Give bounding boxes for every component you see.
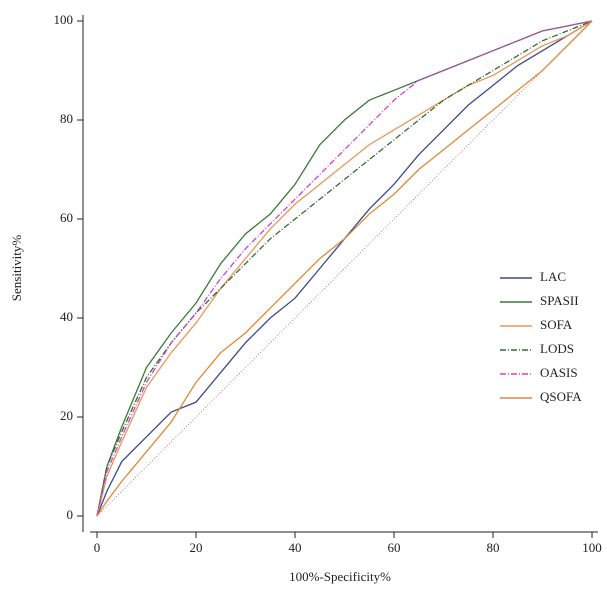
legend-label: QSOFA [540,389,582,404]
legend-label: LODS [540,341,574,356]
legend-label: LAC [540,269,566,284]
y-tick-label: 0 [67,507,74,522]
x-tick-label: 20 [190,540,203,555]
series-line [96,20,593,517]
x-tick-label: 40 [289,540,302,555]
y-tick-label: 100 [54,12,74,27]
y-tick-label: 80 [60,111,73,126]
x-axis-label: 100%-Specificity% [289,569,391,584]
legend-label: SOFA [540,317,573,332]
series-line [96,20,593,517]
series-line [96,20,593,517]
series-line [96,20,593,517]
y-tick-label: 40 [60,309,73,324]
y-tick-label: 60 [60,210,73,225]
legend-label: SPASII [540,293,579,308]
y-tick-label: 20 [60,408,73,423]
x-tick-label: 100 [582,540,602,555]
x-tick-label: 0 [94,540,101,555]
series-line [96,20,593,517]
y-axis-label: Sensitivity% [9,235,24,302]
x-tick-label: 60 [388,540,401,555]
series-line [96,20,593,517]
reference-diagonal [96,20,593,517]
legend-label: OASIS [540,365,578,380]
x-tick-label: 80 [487,540,500,555]
